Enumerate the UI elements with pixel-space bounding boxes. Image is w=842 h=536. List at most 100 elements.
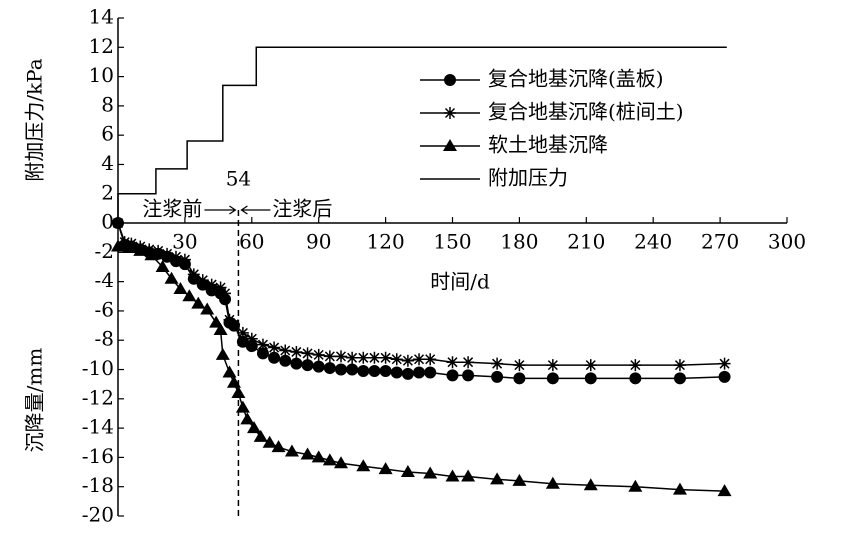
- data-point: [490, 472, 505, 485]
- data-point: [346, 351, 359, 364]
- legend-marker: [444, 74, 456, 86]
- data-point: [718, 370, 731, 383]
- data-point: [256, 338, 269, 351]
- data-point: [245, 332, 258, 345]
- y-tick-label: -16: [82, 444, 114, 468]
- before-label: 注浆前: [142, 197, 202, 221]
- data-point: [390, 353, 403, 366]
- y-tick-label: -10: [82, 356, 114, 380]
- data-point: [245, 340, 258, 353]
- y-tick-label: -8: [95, 327, 114, 351]
- data-point: [231, 385, 246, 398]
- data-point: [111, 239, 125, 252]
- data-point: [226, 375, 241, 388]
- data-point: [312, 360, 325, 373]
- data-point: [546, 359, 559, 372]
- legend-label: 复合地基沉降(盖板): [488, 67, 664, 91]
- x-tick-label: 120: [367, 230, 405, 254]
- vline-label: 54: [226, 167, 251, 191]
- data-point: [334, 456, 348, 469]
- data-point: [284, 444, 299, 457]
- data-point: [200, 302, 215, 315]
- data-point: [322, 453, 337, 466]
- data-point: [335, 363, 347, 376]
- data-point: [133, 243, 148, 256]
- data-point: [423, 466, 438, 479]
- data-point: [462, 369, 475, 382]
- y-tick-label: 2: [101, 180, 114, 204]
- data-point: [236, 326, 249, 339]
- x-tick-label: 240: [634, 230, 672, 254]
- data-point: [629, 372, 642, 385]
- data-point: [368, 364, 381, 377]
- data-point: [290, 345, 303, 358]
- data-point: [357, 364, 370, 377]
- data-point: [152, 244, 165, 257]
- y-axis-label-top: 附加压力/kPa: [23, 58, 47, 181]
- data-point: [235, 400, 250, 413]
- y-tick-label: -12: [82, 385, 114, 409]
- data-point: [445, 469, 460, 482]
- data-point: [629, 359, 642, 372]
- data-point: [390, 366, 403, 379]
- data-point: [215, 347, 230, 360]
- y-axis-label-bottom: 沉降量/mm: [23, 348, 47, 453]
- data-point: [628, 479, 643, 492]
- data-point: [424, 353, 437, 366]
- data-point: [379, 364, 392, 377]
- data-point: [262, 435, 277, 448]
- data-point: [169, 250, 182, 263]
- data-point: [446, 356, 459, 369]
- data-point: [118, 236, 131, 249]
- data-point: [491, 370, 504, 383]
- data-point: [268, 351, 281, 364]
- data-point: [301, 359, 314, 372]
- data-point: [279, 354, 292, 367]
- data-point: [161, 247, 174, 260]
- data-point: [300, 447, 315, 460]
- data-point: [583, 478, 598, 491]
- y-tick-label: 12: [89, 34, 114, 58]
- data-point: [323, 362, 336, 375]
- data-point: [368, 351, 381, 364]
- data-point: [173, 281, 188, 294]
- data-point: [182, 289, 197, 302]
- after-label: 注浆后: [272, 197, 332, 221]
- data-point: [205, 278, 218, 291]
- data-point: [673, 359, 686, 372]
- data-point: [401, 367, 414, 380]
- data-point: [673, 372, 686, 385]
- x-tick-label: 90: [306, 230, 331, 254]
- data-point: [346, 363, 359, 376]
- x-tick-label: 270: [701, 230, 739, 254]
- data-point: [356, 459, 371, 472]
- data-point: [718, 357, 731, 370]
- data-point: [546, 372, 559, 385]
- data-point: [491, 357, 504, 370]
- data-point: [164, 271, 179, 284]
- data-point: [413, 353, 426, 366]
- data-point: [122, 240, 137, 253]
- data-point: [401, 354, 414, 367]
- data-point: [512, 473, 527, 486]
- data-point: [323, 350, 336, 363]
- data-point: [268, 341, 281, 354]
- data-point: [191, 296, 206, 309]
- data-point: [413, 366, 426, 379]
- x-tick-label: 300: [768, 230, 806, 254]
- data-point: [271, 440, 286, 453]
- x-tick-label: 60: [239, 230, 264, 254]
- data-point: [247, 421, 262, 434]
- data-point: [379, 351, 392, 364]
- x-axis-label: 时间/d: [430, 270, 490, 294]
- legend-label: 附加压力: [488, 166, 568, 190]
- x-tick-label: 150: [433, 230, 471, 254]
- data-point: [717, 484, 732, 497]
- data-point: [672, 482, 687, 495]
- data-point: [335, 350, 347, 363]
- series-line: [117, 46, 727, 224]
- data-point: [357, 351, 370, 364]
- data-point: [311, 450, 326, 463]
- data-point: [187, 268, 200, 281]
- data-point: [227, 318, 240, 331]
